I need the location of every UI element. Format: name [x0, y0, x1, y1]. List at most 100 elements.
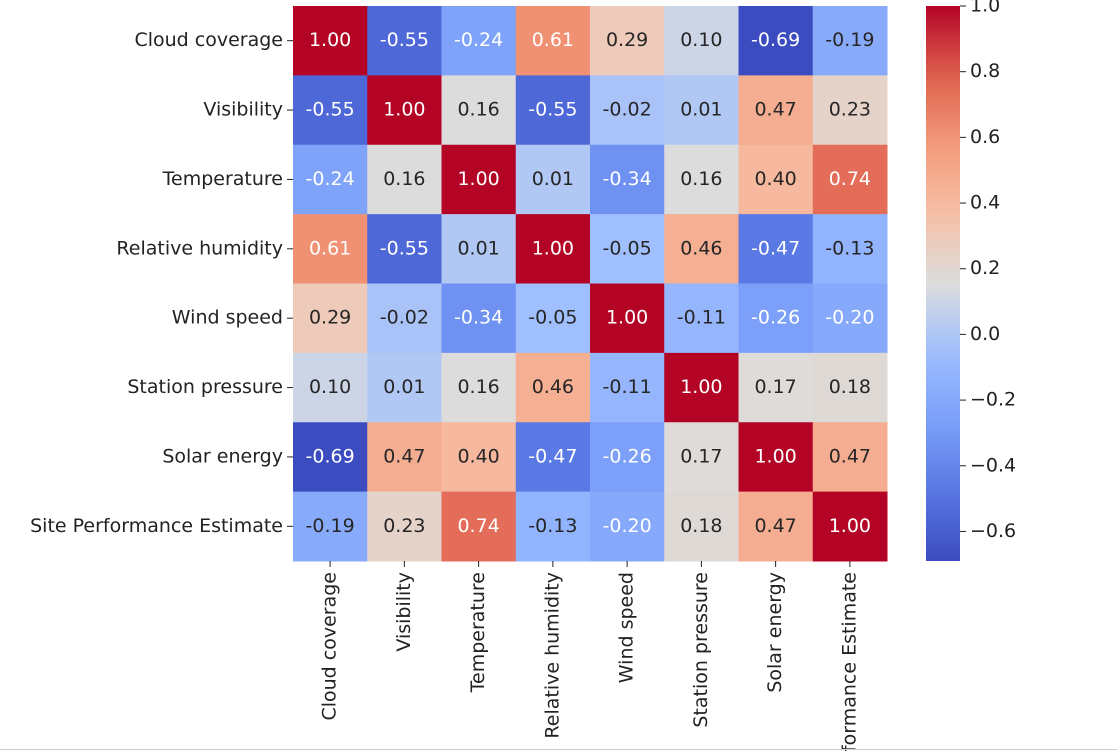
heatmap-cell [293, 214, 368, 284]
cell-label: 0.40 [457, 445, 499, 467]
heatmap-cell [664, 491, 739, 562]
colorbar-tick-label: −0.4 [970, 454, 1016, 476]
cell-label: 0.47 [754, 99, 796, 121]
cell-label: 0.18 [680, 515, 722, 537]
heatmap-cell [812, 352, 888, 423]
y-tick-label: Visibility [203, 99, 283, 121]
heatmap-cell [515, 352, 591, 423]
heatmap-cell [515, 422, 591, 493]
cell-label: 0.10 [309, 376, 351, 398]
y-tick-label: Temperature [162, 168, 283, 190]
heatmap-cell [738, 144, 814, 215]
cell-label: 1.00 [309, 29, 351, 51]
cell-label: 0.29 [606, 29, 648, 51]
heatmap-cell [664, 6, 739, 76]
cell-label: 0.23 [829, 99, 871, 121]
cell-label: -0.55 [380, 237, 429, 259]
x-tick-label: Visibility [393, 572, 415, 652]
cell-label: -0.24 [306, 168, 355, 190]
cell-label: -0.13 [528, 515, 577, 537]
heatmap-cell [367, 283, 442, 354]
y-tick-label: Cloud coverage [134, 29, 283, 51]
heatmap-cell [738, 422, 814, 493]
cell-label: 0.47 [829, 445, 871, 467]
heatmap-cell [293, 75, 368, 146]
colorbar-tick-label: 0.0 [970, 323, 1000, 345]
colorbar-tick-label: 0.6 [970, 126, 1000, 148]
colorbar [926, 6, 960, 561]
cell-label: -0.19 [306, 515, 355, 537]
cell-label: 0.61 [532, 29, 574, 51]
y-tick-label: Wind speed [172, 307, 283, 329]
cell-label: 0.16 [680, 168, 722, 190]
heatmap-cell [293, 422, 368, 493]
x-tick-label: Site Performance Estimate [838, 572, 860, 751]
y-tick-label: Station pressure [127, 376, 283, 398]
x-tick-label: Relative humidity [541, 572, 563, 739]
cell-label: -0.55 [380, 29, 429, 51]
heatmap-cell [367, 75, 442, 146]
heatmap-cell [590, 491, 665, 562]
y-tick-label: Site Performance Estimate [30, 515, 283, 537]
cell-label: 0.29 [309, 307, 351, 329]
cell-label: -0.02 [603, 99, 652, 121]
cell-label: -0.47 [528, 445, 577, 467]
heatmap-cell [441, 491, 517, 562]
heatmap-cell [590, 352, 665, 423]
heatmap-cell [293, 283, 368, 354]
heatmap-cell [590, 6, 665, 76]
colorbar-tick-label: 0.2 [970, 257, 1000, 279]
heatmap-cell [590, 144, 665, 215]
cell-label: -0.05 [528, 307, 577, 329]
heatmap-cell [367, 491, 442, 562]
cell-label: 0.01 [680, 99, 722, 121]
cell-label: 0.47 [383, 445, 425, 467]
cell-label: -0.47 [751, 237, 800, 259]
cell-label: -0.24 [454, 29, 503, 51]
colorbar-tick-label: 1.0 [970, 0, 1000, 17]
heatmap-cell [590, 422, 665, 493]
heatmap-cell [590, 214, 665, 284]
cell-label: 0.74 [457, 515, 499, 537]
heatmap-cell [293, 144, 368, 215]
cell-label: 0.46 [680, 237, 722, 259]
heatmap-cell [515, 6, 591, 76]
y-tick-label: Solar energy [162, 445, 283, 467]
cell-label: 0.17 [754, 376, 796, 398]
heatmap-cell [812, 144, 888, 215]
cell-label: -0.13 [825, 237, 874, 259]
heatmap-cell [441, 6, 517, 76]
cell-label: 0.17 [680, 445, 722, 467]
cell-label: -0.34 [603, 168, 652, 190]
cell-label: -0.26 [603, 445, 652, 467]
cell-label: -0.55 [306, 99, 355, 121]
cell-label: -0.02 [380, 307, 429, 329]
heatmap-cell [441, 422, 517, 493]
heatmap-cell [664, 75, 739, 146]
colorbar-tick-label: −0.6 [970, 520, 1016, 542]
heatmap-cell [515, 214, 591, 284]
cell-label: 0.40 [754, 168, 796, 190]
cell-label: -0.34 [454, 307, 503, 329]
heatmap-cell [664, 422, 739, 493]
colorbar-tick-label: 0.4 [970, 192, 1000, 214]
heatmap-cell [812, 491, 888, 562]
heatmap-cell [812, 75, 888, 146]
cell-label: 1.00 [532, 237, 574, 259]
heatmap-cell [738, 214, 814, 284]
cell-label: 1.00 [680, 376, 722, 398]
x-tick-label: Wind speed [616, 572, 638, 683]
heatmap-cell [590, 283, 665, 354]
heatmap-cell [367, 144, 442, 215]
cell-label: 0.16 [383, 168, 425, 190]
cell-label: 0.23 [383, 515, 425, 537]
cell-label: 0.16 [457, 99, 499, 121]
heatmap-cell [441, 144, 517, 215]
heatmap-cell [738, 75, 814, 146]
cell-label: 0.01 [457, 237, 499, 259]
cell-label: -0.11 [603, 376, 652, 398]
cell-label: 1.00 [606, 307, 648, 329]
cell-label: 1.00 [457, 168, 499, 190]
x-tick-label: Solar energy [764, 572, 786, 693]
heatmap-cell [738, 352, 814, 423]
